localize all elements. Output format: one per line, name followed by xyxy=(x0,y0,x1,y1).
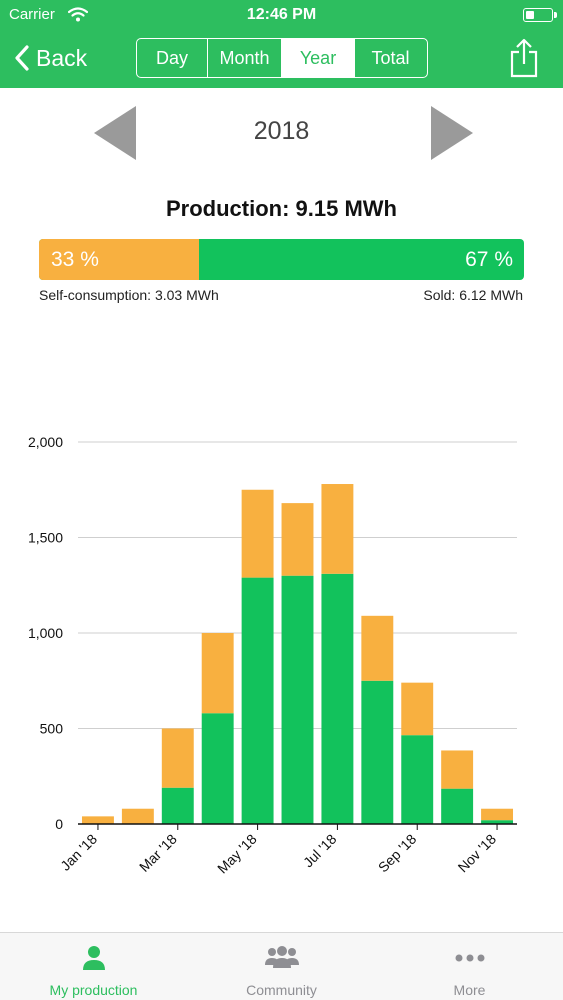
sold-percent: 67 % xyxy=(465,248,513,271)
tab-label-more: More xyxy=(453,982,486,998)
x-tick-label: May '18 xyxy=(214,831,260,877)
period-segmented-control: Day Month Year Total xyxy=(136,38,428,78)
person-icon xyxy=(82,946,105,970)
bar-self-consumption xyxy=(241,489,274,578)
x-tick-label: Mar '18 xyxy=(136,831,180,875)
production-title: Production: 9.15 MWh xyxy=(166,196,397,221)
monthly-production-chart: 0 500 1,000 1,500 2,000 Jan '18 Mar '18 May '18… xyxy=(28,434,517,877)
x-tick-label: Sep '18 xyxy=(375,831,420,876)
segment-day[interactable]: Day xyxy=(137,39,208,77)
y-tick-label: 0 xyxy=(55,816,63,832)
bar-sold xyxy=(321,573,354,824)
year-selector: 2018 xyxy=(0,105,563,161)
y-tick-label: 2,000 xyxy=(28,434,63,450)
segment-year[interactable]: Year xyxy=(282,39,355,77)
bar-sold xyxy=(361,680,394,824)
self-consumption-label: Self-consumption: 3.03 MWh xyxy=(39,287,219,303)
battery-icon xyxy=(523,8,557,22)
bar-sold xyxy=(481,820,514,824)
wifi-icon xyxy=(68,7,88,22)
group-icon xyxy=(264,946,299,968)
tab-bar: My production Community More xyxy=(0,932,563,1000)
bar-sold xyxy=(281,575,314,824)
production-split-bar: 33 % 67 % xyxy=(39,239,524,280)
next-year-arrow-icon[interactable] xyxy=(430,105,474,161)
tab-more[interactable]: More xyxy=(376,933,563,1000)
bar-self-consumption xyxy=(481,808,514,821)
y-tick-label: 500 xyxy=(40,721,64,737)
bar-self-consumption xyxy=(81,816,114,824)
bar-sold xyxy=(441,788,474,824)
bar-self-consumption xyxy=(361,615,394,681)
share-icon[interactable] xyxy=(509,38,539,78)
prev-year-arrow-icon[interactable] xyxy=(93,105,137,161)
bar-self-consumption xyxy=(121,808,154,824)
segment-month[interactable]: Month xyxy=(208,39,282,77)
back-label: Back xyxy=(36,44,88,71)
bar-self-consumption xyxy=(161,728,194,788)
bar-self-consumption xyxy=(201,633,234,714)
segment-total[interactable]: Total xyxy=(371,47,410,68)
self-consumption-percent: 33 % xyxy=(51,248,99,271)
bar-self-consumption xyxy=(281,503,314,576)
tab-label-community: Community xyxy=(246,982,317,998)
self-consumption-bar xyxy=(39,239,200,280)
bar-self-consumption xyxy=(321,484,354,574)
sold-label: Sold: 6.12 MWh xyxy=(423,287,523,303)
status-time: 12:46 PM xyxy=(246,6,317,23)
chevron-left-icon xyxy=(15,45,29,71)
tab-community[interactable]: Community xyxy=(188,933,375,1000)
tab-label-my-production: My production xyxy=(49,982,138,998)
status-bar: Carrier 12:46 PM xyxy=(0,0,563,30)
x-tick-label: Jul '18 xyxy=(300,831,340,871)
y-tick-label: 1,500 xyxy=(28,530,63,546)
bar-sold xyxy=(161,787,194,824)
more-dots-icon xyxy=(455,954,484,962)
carrier-label: Carrier xyxy=(9,6,55,23)
y-tick-label: 1,000 xyxy=(28,625,63,641)
x-tick-label: Nov '18 xyxy=(455,831,500,876)
bar-self-consumption xyxy=(401,682,434,736)
nav-bar: Back Day Month Year Total xyxy=(0,30,563,88)
x-tick-label: Jan '18 xyxy=(57,831,100,874)
bar-sold xyxy=(401,735,434,824)
back-button[interactable]: Back xyxy=(14,40,87,76)
bar-self-consumption xyxy=(441,750,474,789)
bar-sold xyxy=(241,577,274,824)
year-label: 2018 xyxy=(253,117,310,145)
bar-sold xyxy=(201,713,234,824)
tab-my-production[interactable]: My production xyxy=(0,933,187,1000)
